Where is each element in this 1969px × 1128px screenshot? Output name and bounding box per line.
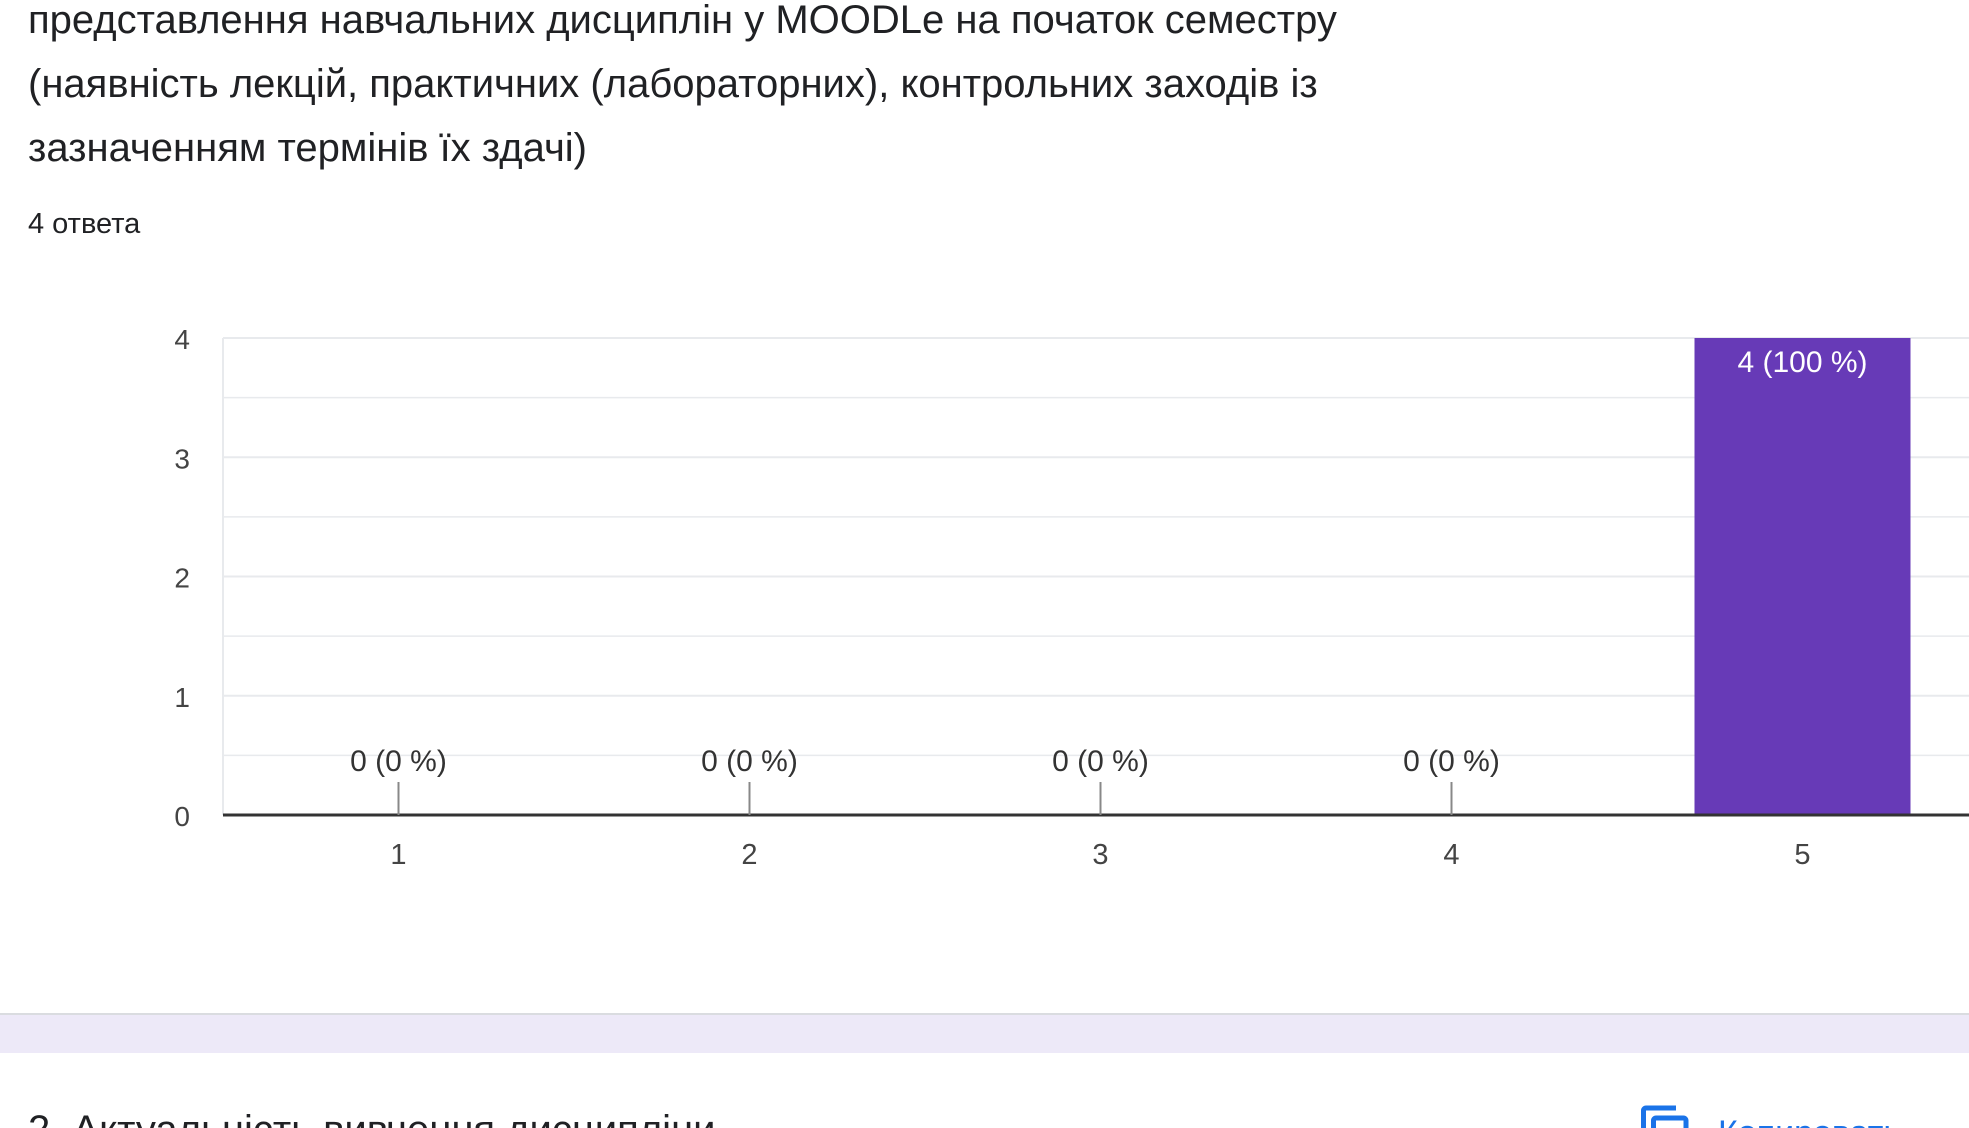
- data-label: 4 (100 %): [1737, 346, 1867, 379]
- chart-data-labels: 0 (0 %) 0 (0 %) 0 (0 %) 0 (0 %) 4 (100 %): [350, 346, 1868, 815]
- bar: [1694, 338, 1911, 815]
- y-tick-label: 0: [174, 801, 190, 832]
- y-tick-label: 4: [174, 324, 190, 355]
- y-tick-label: 1: [174, 682, 190, 713]
- chart-gridlines: [222, 337, 1969, 815]
- x-tick-label: 5: [1794, 839, 1810, 871]
- data-label: 0 (0 %): [701, 745, 798, 778]
- chart-bars: [1694, 338, 1911, 815]
- y-tick-label: 3: [174, 443, 190, 474]
- next-question-title: 2. Актуальність вивчення дисципліни: [28, 1108, 715, 1128]
- next-question-card: 2. Актуальність вивчення дисципліни Копи…: [0, 1053, 1969, 1128]
- question-title-line-1: представлення навчальних дисциплін у MOO…: [28, 0, 1337, 42]
- question-title: представлення навчальних дисциплін у MOO…: [28, 0, 1528, 180]
- x-tick-label: 3: [1092, 839, 1108, 871]
- section-divider: [0, 1013, 1969, 1055]
- copy-button-label: Копировать: [1718, 1114, 1901, 1128]
- copy-chart-button[interactable]: Копировать: [1636, 1103, 1901, 1128]
- question-title-line-2: (наявність лекцій, практичних (лаборатор…: [28, 62, 1318, 106]
- y-tick-label: 2: [174, 563, 190, 594]
- copy-icon: [1641, 1105, 1689, 1128]
- data-label: 0 (0 %): [1403, 745, 1500, 778]
- chart-x-axis: 1 2 3 4 5: [223, 813, 1969, 871]
- chart-y-axis: 0 1 2 3 4: [174, 324, 190, 832]
- x-tick-label: 4: [1443, 839, 1459, 871]
- question-title-line-3: зазначенням термінів їх здачі): [28, 126, 588, 170]
- response-count: 4 ответа: [28, 208, 141, 240]
- x-tick-label: 1: [390, 839, 406, 871]
- x-tick-label: 2: [741, 839, 757, 871]
- data-label: 0 (0 %): [1052, 745, 1149, 778]
- data-label: 0 (0 %): [350, 745, 447, 778]
